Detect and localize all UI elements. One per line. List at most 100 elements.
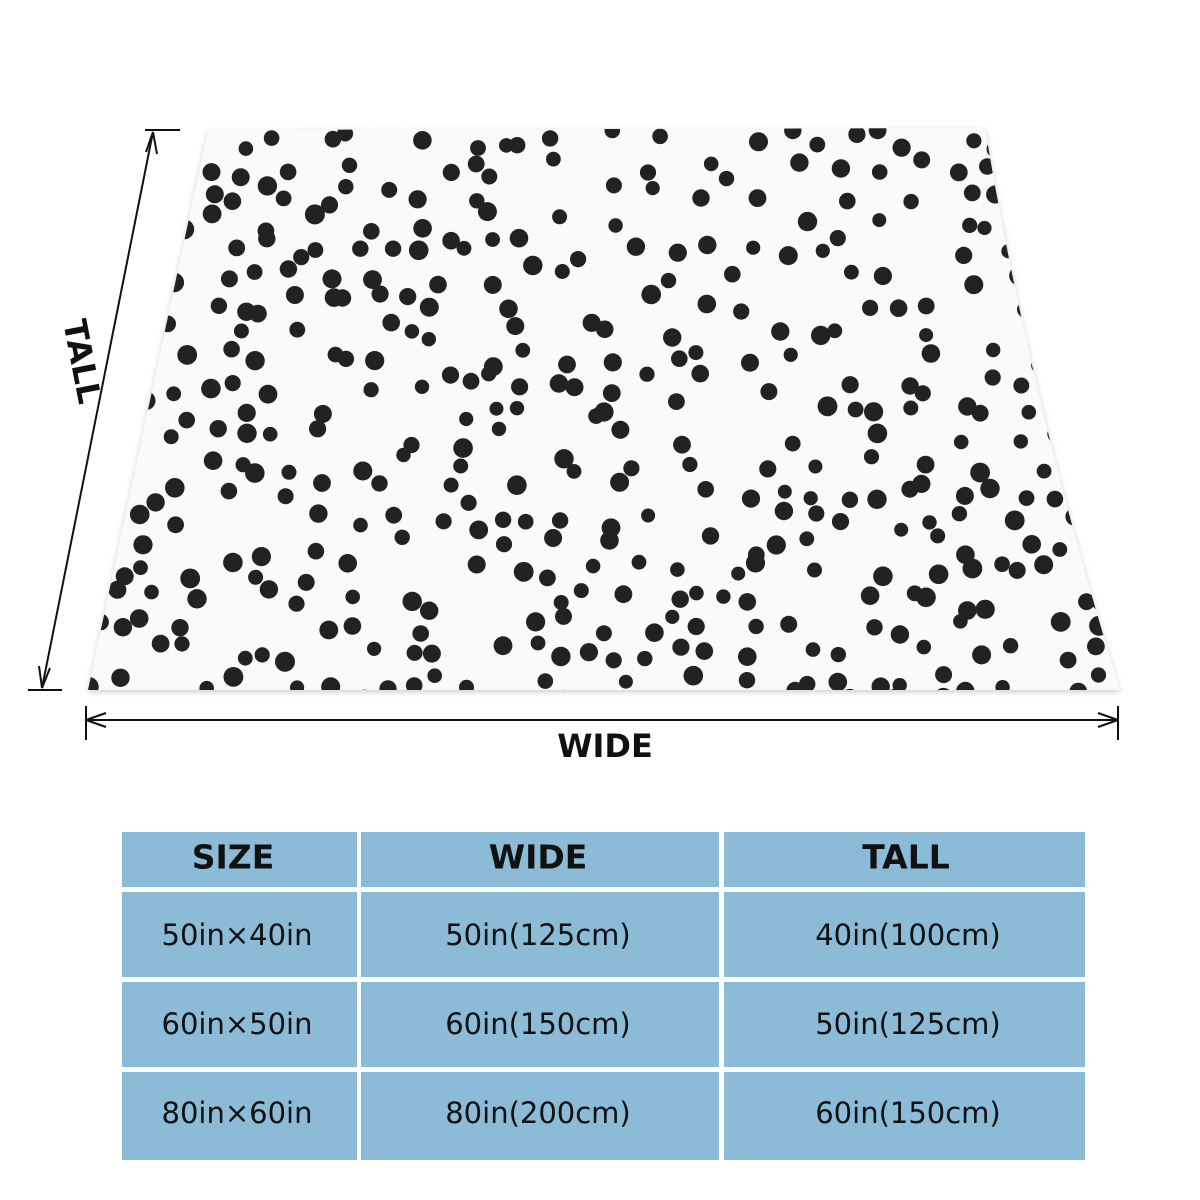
dot — [1078, 297, 1097, 317]
dot — [382, 313, 401, 332]
dot — [254, 647, 270, 663]
dot — [413, 131, 432, 150]
dot — [88, 560, 100, 578]
dot — [1091, 318, 1107, 333]
dot — [703, 156, 719, 172]
dot — [871, 164, 888, 180]
dot — [343, 617, 362, 635]
dot — [799, 531, 815, 547]
dot — [641, 508, 656, 523]
dot — [847, 401, 864, 418]
dot — [164, 195, 184, 215]
dot — [381, 181, 398, 198]
dot — [1075, 128, 1095, 147]
dot — [319, 620, 339, 640]
dot — [495, 536, 513, 553]
dot — [1139, 358, 1157, 376]
size-cell: 80in×60in — [162, 1096, 313, 1130]
dot — [867, 489, 887, 509]
dot — [384, 240, 402, 257]
dot — [1013, 377, 1030, 394]
dot — [288, 595, 305, 612]
dot — [442, 163, 460, 181]
dot — [1010, 190, 1030, 209]
dot — [289, 321, 306, 338]
dot — [1104, 275, 1120, 294]
dot — [539, 569, 556, 587]
dot — [313, 474, 331, 492]
dot — [872, 213, 887, 228]
dot — [477, 202, 497, 222]
dot — [1065, 507, 1084, 526]
dot — [892, 138, 911, 157]
dot — [611, 420, 630, 439]
dot — [1122, 574, 1139, 591]
dot — [774, 501, 794, 521]
dot — [623, 460, 640, 477]
dot — [151, 634, 170, 653]
dot — [313, 404, 332, 423]
dot — [165, 478, 185, 498]
dot — [405, 677, 423, 690]
dot — [1105, 695, 1123, 713]
dot — [414, 379, 430, 394]
dot — [537, 673, 554, 689]
dot — [692, 189, 710, 207]
dot — [95, 176, 112, 193]
dot — [783, 347, 798, 362]
dot — [986, 140, 1004, 158]
dot — [513, 561, 534, 582]
dot — [697, 294, 717, 314]
dot — [93, 489, 108, 505]
dot — [935, 666, 953, 684]
dot — [970, 462, 990, 483]
dot — [88, 133, 98, 154]
dot — [285, 286, 304, 304]
dot — [1095, 341, 1116, 362]
dot — [894, 522, 909, 537]
dot — [984, 369, 1001, 386]
dot — [1047, 425, 1066, 443]
dot — [966, 133, 982, 149]
dot — [1087, 637, 1105, 656]
dot — [459, 679, 474, 690]
size-table: SIZE WIDE TALL 50in×40in 50in(125cm) 40i… — [122, 832, 1085, 1160]
dot — [761, 707, 778, 724]
dot — [164, 272, 185, 293]
dot — [817, 396, 838, 417]
dot — [443, 477, 459, 493]
dot — [293, 249, 310, 266]
dot — [797, 211, 818, 232]
dot — [645, 623, 664, 642]
dot — [1139, 425, 1156, 442]
dot — [864, 402, 884, 422]
dot — [618, 674, 633, 689]
dot — [523, 255, 543, 276]
wide-cell: 80in(200cm) — [445, 1096, 631, 1130]
dot — [903, 400, 919, 416]
dot — [1089, 615, 1110, 636]
dot — [645, 181, 660, 196]
dot — [483, 275, 502, 294]
dot — [115, 567, 134, 586]
dot — [321, 677, 341, 690]
dot — [608, 218, 623, 233]
dot — [1034, 555, 1054, 575]
dot — [238, 141, 254, 156]
dot — [338, 179, 354, 195]
dot — [1125, 529, 1145, 549]
dot — [610, 472, 630, 492]
dot — [808, 459, 823, 474]
dot — [146, 493, 165, 512]
size-cell: 50in×40in — [162, 918, 313, 952]
dot — [491, 421, 507, 437]
dot — [304, 204, 325, 225]
dot — [408, 190, 427, 209]
dot — [873, 266, 893, 286]
dot — [741, 353, 759, 372]
dot — [163, 429, 179, 445]
dot — [827, 323, 843, 339]
dot — [784, 435, 801, 452]
dot — [790, 153, 809, 172]
